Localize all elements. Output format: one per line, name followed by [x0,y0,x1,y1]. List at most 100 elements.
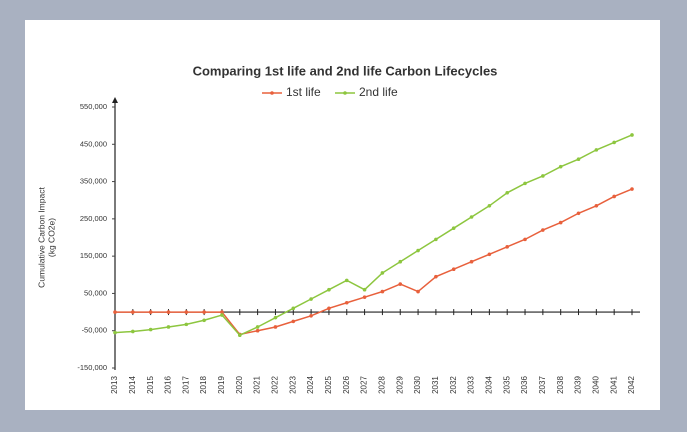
y-tick-label: 250,000 [80,214,107,223]
x-tick-label: 2033 [467,376,476,394]
y-axis-arrow [112,97,118,103]
data-point [434,274,438,279]
x-tick-label: 2042 [627,376,636,394]
data-point [612,140,616,145]
y-axis-label: (kg CO2e) [46,218,56,257]
data-point [451,226,456,230]
y-tick-label: 550,000 [80,102,107,111]
y-tick-label: 50,000 [84,288,107,297]
x-tick-label: 2036 [520,376,529,394]
data-point [148,310,153,314]
data-point [416,289,420,294]
data-point [469,215,474,219]
chart-panel [25,20,660,410]
data-point [541,228,545,232]
chart-title: Comparing 1st life and 2nd life Carbon L… [193,63,498,78]
data-point [523,237,527,242]
data-point [505,190,510,195]
data-point [131,310,135,314]
series-line [115,188,633,336]
data-point [255,328,260,333]
data-point [398,282,403,286]
data-point [487,204,492,208]
y-axis-label: Cumulative Carbon Impact [36,187,46,288]
x-tick-label: 2020 [235,376,244,394]
x-tick-label: 2029 [395,376,404,394]
x-tick-label: 2041 [609,376,618,394]
data-point [576,157,581,161]
x-tick-label: 2022 [271,376,280,394]
data-point [273,325,278,329]
x-tick-label: 2038 [556,376,565,394]
data-point [309,314,313,318]
x-tick-label: 2028 [378,376,387,394]
data-point [558,220,563,225]
data-point [113,310,117,314]
data-point [612,194,616,199]
data-point [362,295,367,299]
x-tick-label: 2032 [449,376,458,394]
y-tick-label: -150,000 [77,363,107,372]
x-tick-label: 2023 [288,376,297,394]
y-tick-label: 450,000 [80,139,107,148]
data-point [184,322,189,327]
x-tick-label: 2019 [217,376,226,394]
data-point [131,329,135,334]
legend-label: 1st life [286,85,321,99]
x-tick-label: 2021 [253,376,262,394]
data-point [434,237,438,242]
x-tick-label: 2035 [502,376,511,394]
data-point [576,211,581,216]
data-point [630,133,634,137]
legend-marker [270,91,274,95]
series-line [114,134,633,337]
x-tick-label: 2031 [431,376,440,394]
data-point [541,174,545,178]
y-tick-label: -50,000 [82,326,107,335]
data-point [398,259,403,264]
data-point [380,289,385,294]
data-point [344,300,349,305]
data-point [327,287,331,292]
data-point [558,164,563,169]
data-point [487,252,492,257]
data-point [220,313,224,317]
data-point [416,248,420,253]
legend-label: 2nd life [359,85,398,99]
y-tick-label: 150,000 [80,251,107,260]
x-tick-label: 2017 [181,376,190,394]
data-point [220,310,224,314]
x-tick-label: 2027 [360,376,369,394]
x-tick-label: 2016 [164,376,173,394]
data-point [469,259,474,264]
data-point [380,271,385,275]
data-point [523,181,527,186]
data-point [202,318,206,323]
data-point [344,278,349,283]
x-tick-label: 2018 [199,376,208,394]
data-point [148,327,153,332]
data-point [327,306,331,311]
x-tick-label: 2040 [591,376,600,394]
data-point [630,187,634,191]
data-point [113,330,117,335]
data-point [362,287,367,292]
data-point [594,148,599,152]
x-tick-label: 2030 [413,376,422,394]
data-point [166,310,171,314]
data-point [309,297,313,301]
y-tick-label: 350,000 [80,177,107,186]
data-point [594,204,599,208]
data-point [451,267,456,271]
x-tick-label: 2026 [342,376,351,394]
x-tick-label: 2024 [306,376,315,394]
x-tick-label: 2037 [538,376,547,394]
data-point [273,315,278,320]
x-tick-label: 2014 [128,376,137,394]
x-tick-label: 2025 [324,376,333,394]
data-point [291,319,296,324]
x-tick-label: 2039 [574,376,583,394]
data-point [255,325,260,329]
